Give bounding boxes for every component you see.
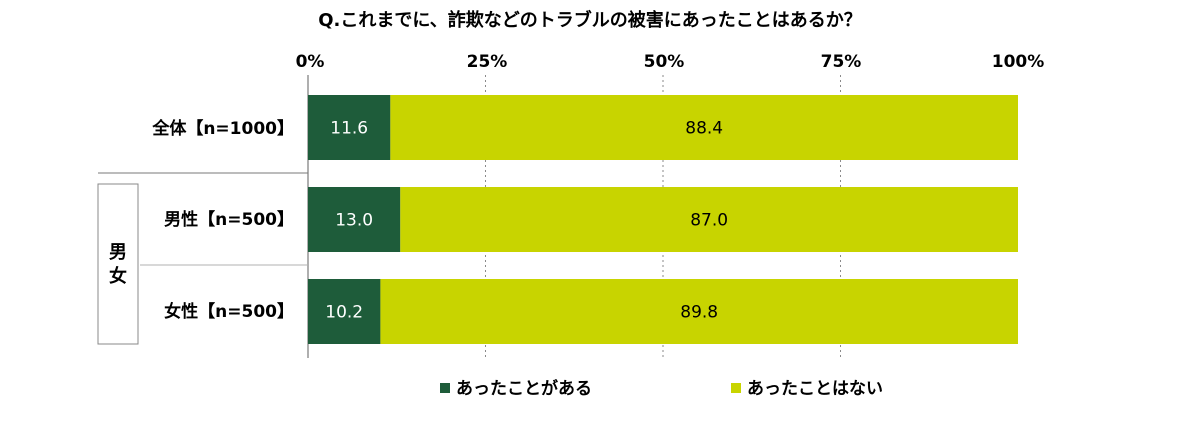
row-label-female: 女性【n=500】 <box>164 301 294 322</box>
chart-title: Q.これまでに、詐欺などのトラブルの被害にあったことはあるか？ <box>318 9 862 31</box>
legend-swatch-series-2 <box>731 383 741 393</box>
legend-label-series-2: あったことはない <box>747 379 883 399</box>
data-label-series-1-row-3: 10.2 <box>325 303 363 323</box>
bar-segment-1-row-2 <box>308 187 401 252</box>
data-label-series-2-row-1: 88.4 <box>685 119 723 139</box>
bars: 11.6 88.4 13.0 87.0 10.2 89.8 <box>308 95 1018 344</box>
group-label-char-2: 女 <box>109 265 127 287</box>
group-label-box <box>97 183 139 345</box>
data-label-series-1-row-1: 11.6 <box>330 119 368 139</box>
data-label-series-2-row-3: 89.8 <box>680 303 718 323</box>
data-label-series-1-row-2: 13.0 <box>335 211 373 231</box>
x-tick-label: 25% <box>467 52 508 72</box>
legend-label-series-1: あったことがある <box>456 378 592 399</box>
row-labels: 全体【n=1000】 男性【n=500】 女性【n=500】 <box>151 118 294 322</box>
x-tick-label: 100% <box>992 52 1045 72</box>
bar-segment-1-row-1 <box>308 95 391 160</box>
row-label-male: 男性【n=500】 <box>164 209 294 230</box>
bar-segment-2-row-2 <box>400 187 1018 252</box>
bar-segment-2-row-3 <box>380 279 1018 344</box>
x-tick-label: 50% <box>644 52 685 72</box>
data-label-series-2-row-2: 87.0 <box>690 211 728 231</box>
x-tick-label: 0% <box>296 52 325 72</box>
bar-segment-1-row-3 <box>308 279 381 344</box>
legend: あったことがある あったことはない <box>440 378 883 399</box>
group-label-char-1: 男 <box>109 242 127 263</box>
x-axis-ticks: 0% 25% 50% 75% 100% <box>296 52 1045 72</box>
bar-segment-2-row-1 <box>390 95 1018 160</box>
legend-swatch-series-1 <box>440 383 450 393</box>
row-label-total: 全体【n=1000】 <box>151 118 294 139</box>
x-tick-label: 75% <box>821 52 862 72</box>
